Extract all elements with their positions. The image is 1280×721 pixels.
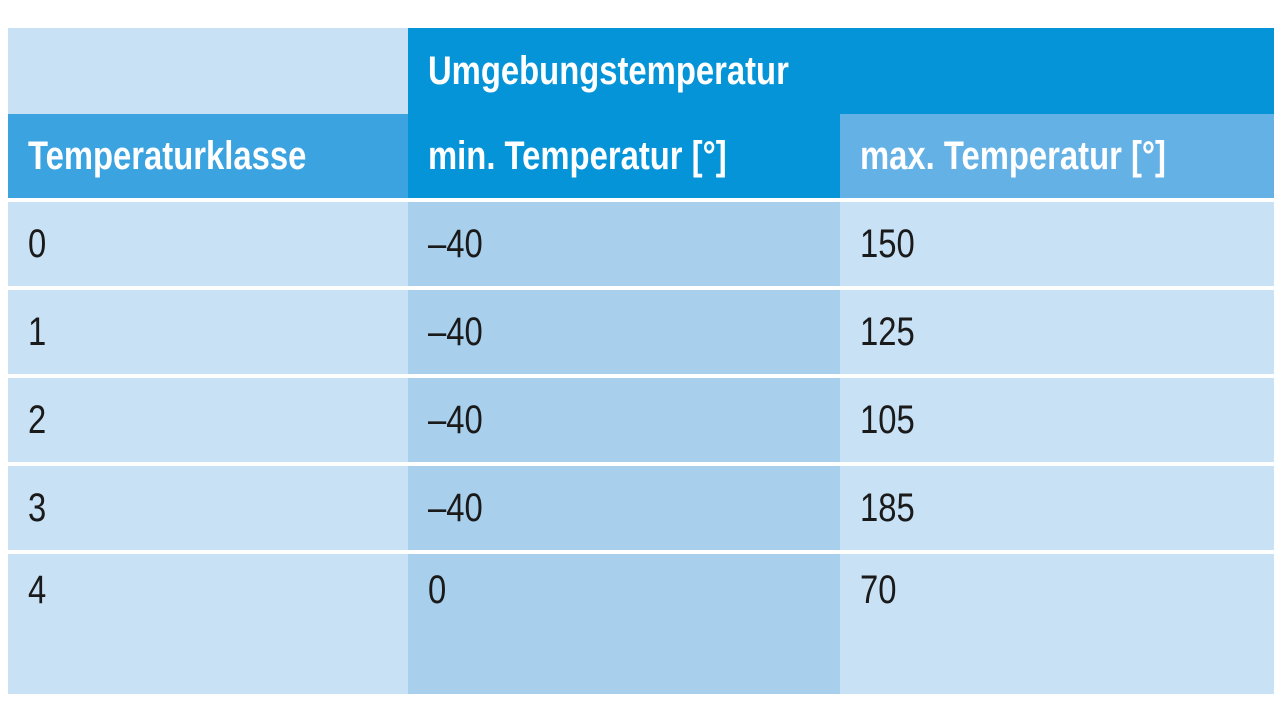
table-row-1-max: 125 [840,290,1274,374]
group-header: Umgebungstemperatur [408,28,1274,114]
column-header-max: max. Temperatur [°] [840,114,1274,198]
column-header-min: min. Temperatur [°] [408,114,840,198]
group-header-label: Umgebungstemperatur [428,48,789,93]
table-row-0-max: 150 [840,202,1274,286]
table-row-3-max: 185 [840,466,1274,550]
table-row-2-max: 105 [840,378,1274,462]
table-row-2-min: –40 [408,378,840,462]
corner-cell [8,28,408,114]
table-row-0-min: –40 [408,202,840,286]
table-row-1-min: –40 [408,290,840,374]
column-header-klasse: Temperaturklasse [8,114,408,198]
table-row-3-klasse: 3 [8,466,408,550]
table-row-4-klasse: 4 [8,554,408,694]
table-row-0-klasse: 0 [8,202,408,286]
table-row-4-max: 70 [840,554,1274,694]
table-row-2-klasse: 2 [8,378,408,462]
table-row-4-min: 0 [408,554,840,694]
table-row-3-min: –40 [408,466,840,550]
table-row-1-klasse: 1 [8,290,408,374]
